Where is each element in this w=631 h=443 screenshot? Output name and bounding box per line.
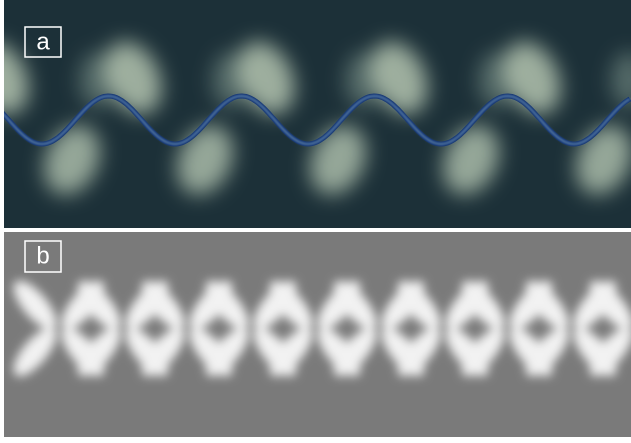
panel-b-background (4, 232, 631, 437)
panel-b: b (4, 232, 631, 437)
panel-label: a (36, 28, 50, 55)
figure: a b (0, 0, 631, 443)
panel-label: b (36, 242, 49, 269)
panel-a: a (0, 0, 631, 228)
